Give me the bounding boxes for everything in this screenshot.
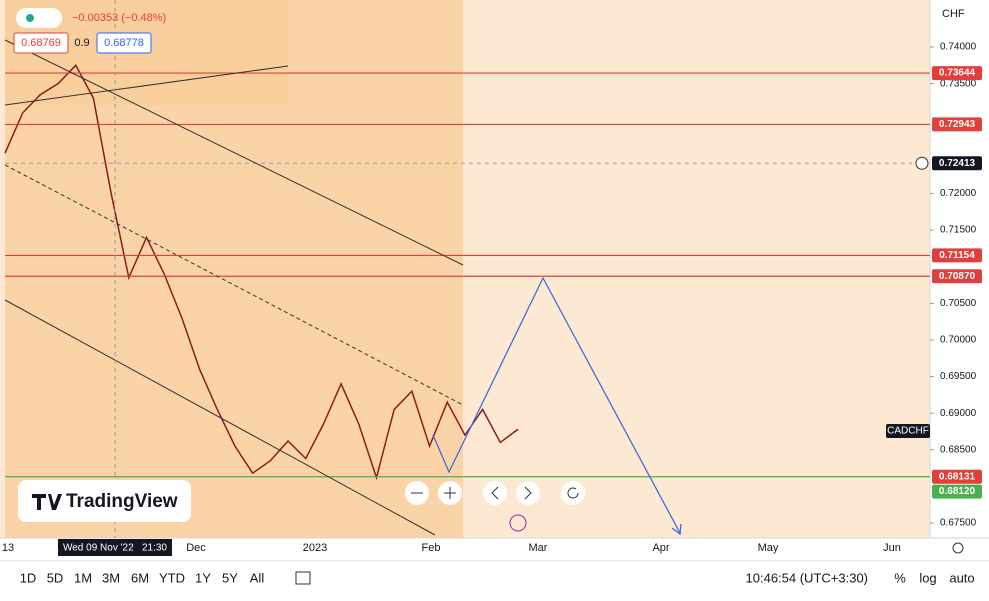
icon [524, 486, 532, 500]
range-button[interactable]: All [250, 570, 265, 585]
channel-lower [4, 299, 436, 536]
clock: 10:46:54 (UTC+3:30) [746, 570, 868, 585]
add-level[interactable] [915, 156, 929, 170]
x-tick-label: Mar [529, 542, 548, 554]
icon [567, 487, 579, 499]
level-label-box [932, 469, 982, 484]
range-button[interactable]: 1Y [195, 570, 211, 585]
trend-line [4, 65, 289, 106]
range-button[interactable]: 3M [102, 570, 120, 585]
last-price-label-box [932, 484, 982, 499]
date-range-icon[interactable] [295, 571, 311, 585]
y-tick-label: 0.68500 [940, 444, 977, 455]
x-tick-label: Feb [422, 542, 441, 554]
crosshair-time: Wed 09 Nov '22 21:30 [63, 543, 167, 554]
icon [491, 486, 499, 500]
currency[interactable]: CHF [942, 8, 965, 20]
channel-upper [4, 39, 464, 266]
x-tick-label: 13 [2, 542, 14, 554]
last-price-label: 0.68120 [939, 486, 976, 497]
settings[interactable] [952, 542, 964, 554]
range-button[interactable]: 1M [74, 570, 92, 585]
y-tick-label: 0.74000 [940, 42, 977, 53]
level-label-box [932, 248, 982, 263]
range-button[interactable]: YTD [159, 570, 185, 585]
brand: TradingView [66, 491, 178, 512]
range-button[interactable]: 6M [131, 570, 149, 585]
range-button[interactable]: 5Y [222, 570, 238, 585]
y-tick-label: 0.73500 [940, 78, 977, 89]
x-tick-label: Jun [883, 542, 901, 554]
level-label: 0.70870 [939, 271, 976, 282]
bid-box[interactable] [13, 32, 69, 54]
y-tick-label: 0.67500 [940, 518, 977, 529]
events[interactable] [509, 514, 527, 532]
level-label: 0.73644 [939, 68, 976, 79]
level-label: 0.71154 [939, 250, 975, 261]
x-tick-label: Dec [186, 542, 206, 554]
projection [432, 276, 681, 534]
y-tick-label: 0.69500 [940, 371, 977, 382]
brand-box [18, 480, 191, 522]
x-tick-label: Apr [652, 542, 669, 554]
level-label: 0.68131 [939, 471, 976, 482]
scroll-right[interactable] [516, 481, 540, 505]
legend-toggle[interactable] [16, 8, 62, 28]
channel-mid [4, 164, 464, 406]
ask: 0.68778 [104, 37, 144, 49]
status-dot [26, 14, 34, 22]
change: −0.00353 (−0.48%) [72, 12, 166, 24]
ask-box[interactable] [96, 32, 152, 54]
percent-toggle[interactable]: % [894, 570, 906, 585]
level-label-box [932, 269, 982, 284]
reset[interactable] [561, 481, 585, 505]
log-toggle[interactable]: log [919, 570, 936, 585]
symbol-box [886, 424, 930, 438]
y-tick-label: 0.69000 [940, 408, 977, 419]
crosshair-label-box [932, 156, 982, 171]
x-tick-label: May [758, 542, 779, 554]
crosshair-label: 0.72413 [939, 158, 976, 169]
nav-buttons [405, 481, 585, 532]
brand-logo [32, 494, 62, 510]
spread: 0.9 [74, 37, 89, 49]
scroll-left[interactable] [483, 481, 507, 505]
y-tick-label: 0.71500 [940, 225, 977, 236]
bid: 0.68769 [21, 37, 61, 49]
projection-arrow [671, 523, 682, 536]
y-tick-label: 0.70000 [940, 335, 977, 346]
y-tick-label: 0.72000 [940, 188, 977, 199]
range-button[interactable]: 5D [47, 570, 64, 585]
level-label: 0.72943 [939, 119, 976, 130]
auto-toggle[interactable]: auto [949, 570, 974, 585]
crosshair-time-box [58, 539, 172, 556]
level-label-box [932, 66, 982, 81]
level-label-box [932, 117, 982, 132]
range-button[interactable]: 1D [20, 570, 37, 585]
x-tick-label: 2023 [303, 542, 327, 554]
symbol: CADCHF [887, 426, 929, 437]
y-tick-label: 0.70500 [940, 298, 977, 309]
